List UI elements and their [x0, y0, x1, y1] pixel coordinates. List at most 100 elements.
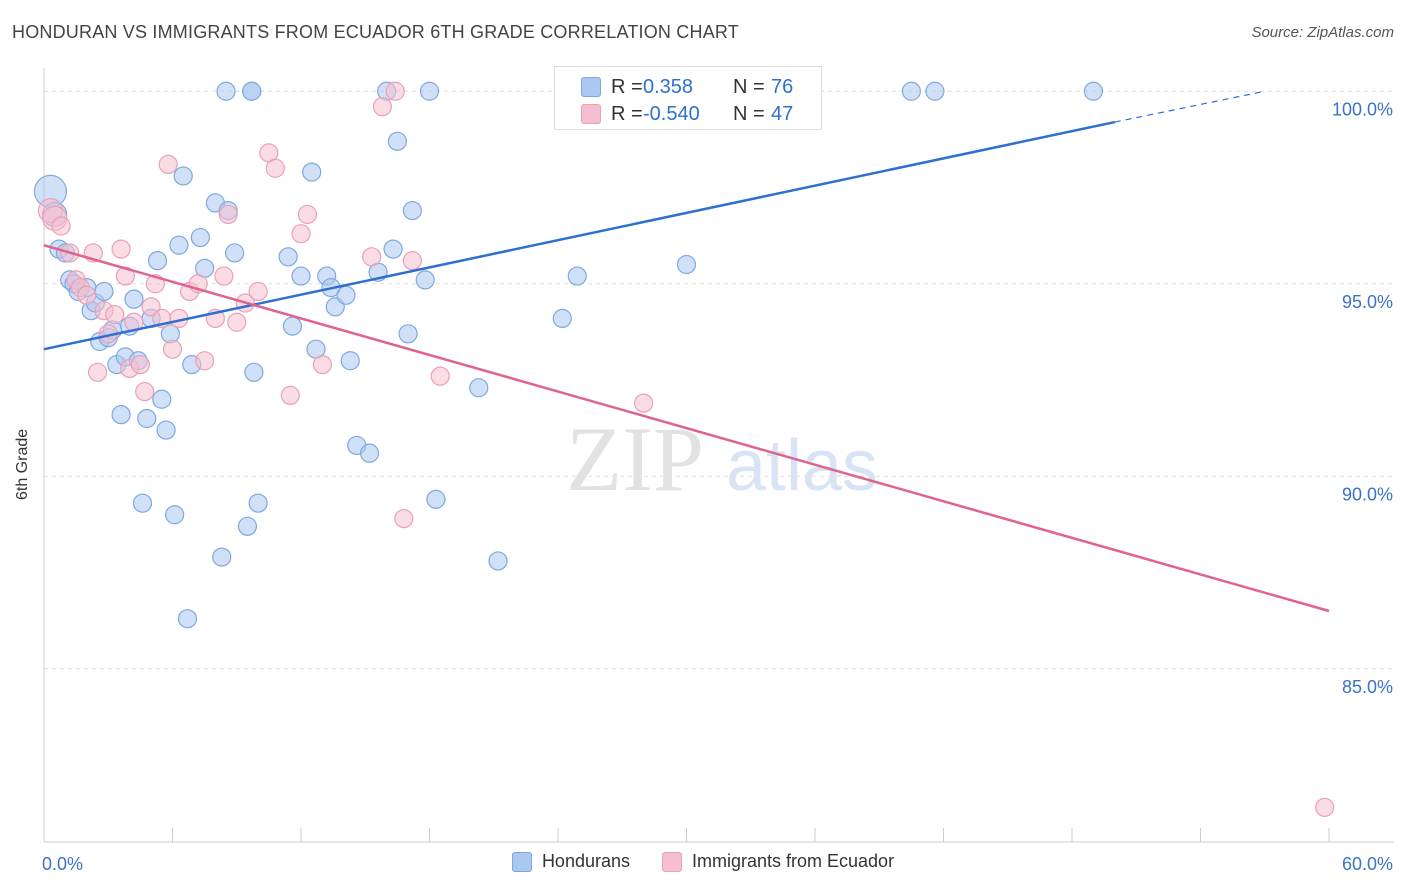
hondurans-trend-extension — [1114, 90, 1265, 123]
y-axis-label-wrap: 6th Grade — [14, 429, 44, 500]
honduran-point — [225, 243, 245, 263]
x-tick-label-min: 0.0% — [42, 854, 83, 874]
ecuador-point — [291, 224, 311, 244]
honduran-point — [552, 308, 572, 328]
legend-item-hondurans[interactable]: Hondurans — [511, 851, 630, 872]
ecuador-point — [297, 204, 318, 225]
honduran-point — [216, 81, 236, 101]
y-tick-label: 90.0% — [1342, 484, 1393, 504]
ecuador-point — [130, 355, 150, 375]
honduran-point — [173, 166, 193, 186]
honduran-point — [244, 362, 264, 382]
ecuador-point — [158, 154, 178, 174]
pink-swatch — [662, 851, 682, 872]
legend-item-ecuador[interactable]: Immigrants from Ecuador — [662, 851, 894, 872]
ecuador-point — [385, 81, 405, 101]
honduran-point — [169, 235, 189, 255]
honduran-point — [94, 281, 114, 302]
watermark-zip: ZIP — [566, 408, 704, 510]
ecuador-point — [111, 239, 131, 259]
ecuador-point — [51, 216, 71, 236]
ecuador-point — [87, 362, 108, 382]
honduran-point — [291, 266, 311, 286]
honduran-point — [237, 516, 258, 536]
honduran-point — [398, 324, 418, 344]
watermark: ZIP atlas — [566, 408, 878, 510]
ecuador-point — [372, 97, 392, 117]
blue-swatch — [581, 77, 601, 97]
honduran-point — [925, 81, 945, 101]
y-tick-label: 100.0% — [1332, 99, 1393, 119]
ecuador-point — [105, 304, 125, 325]
honduran-point — [165, 505, 185, 525]
ecuador-point — [1315, 797, 1335, 817]
honduran-point — [402, 201, 422, 221]
honduran-point — [278, 247, 298, 267]
ecuador-point — [402, 251, 422, 271]
r-value: 0.358 — [643, 75, 694, 98]
honduran-point — [190, 227, 210, 248]
ecuador-point — [634, 393, 654, 413]
r-label: R = — [611, 75, 643, 98]
trend-lines — [43, 90, 1330, 613]
n-value: 47 — [771, 102, 794, 125]
honduran-point — [152, 389, 172, 409]
honduran-point — [248, 493, 268, 513]
honduran-point — [132, 493, 153, 513]
pink-swatch — [581, 104, 601, 124]
honduran-point — [426, 489, 446, 509]
watermark-atlas: atlas — [726, 426, 878, 506]
ecuador-point — [115, 266, 135, 286]
ecuador-point — [77, 285, 97, 305]
r-value: -0.540 — [643, 102, 700, 125]
honduran-point — [302, 162, 322, 182]
ecuador-trend-line — [43, 244, 1330, 613]
ecuador-point — [280, 385, 300, 405]
honduran-point — [359, 443, 380, 463]
ecuador-point — [218, 204, 238, 225]
honduran-point — [901, 81, 921, 101]
legend-row-hondurans: R = 0.358 N = 76 — [581, 74, 793, 100]
n-value: 76 — [771, 75, 794, 98]
ecuador-point — [394, 508, 414, 529]
legend-label-ecuador: Immigrants from Ecuador — [692, 851, 895, 871]
blue-swatch — [511, 851, 532, 872]
r-label: R = — [611, 102, 643, 125]
grid-lines — [44, 90, 1394, 670]
y-tick-label: 95.0% — [1342, 292, 1393, 312]
y-tick-label: 85.0% — [1342, 677, 1393, 697]
legend-row-ecuador: R = -0.540 N = 47 — [581, 101, 793, 127]
ecuador-point — [195, 351, 215, 371]
hondurans-trend-line — [43, 120, 1116, 351]
ecuador-point — [248, 281, 268, 302]
ecuador-point — [227, 312, 247, 332]
honduran-point — [212, 547, 232, 567]
honduran-point — [124, 289, 144, 309]
honduran-point — [469, 378, 489, 398]
honduran-point — [383, 239, 403, 259]
ecuador-point — [162, 339, 183, 359]
honduran-point — [1083, 81, 1104, 101]
hondurans-points — [33, 81, 1104, 629]
axes — [43, 68, 1394, 843]
honduran-point — [415, 270, 435, 290]
n-label: N = — [733, 75, 765, 98]
tick-labels: 85.0% 90.0% 95.0% 100.0% 0.0% 60.0% — [42, 99, 1393, 874]
honduran-point — [676, 254, 697, 275]
honduran-point — [340, 351, 360, 371]
legend-label-hondurans: Hondurans — [541, 851, 630, 871]
ecuador-points — [37, 81, 1335, 817]
ecuador-point — [135, 381, 155, 402]
x-tick-label-max: 60.0% — [1342, 854, 1393, 874]
honduran-point — [419, 81, 440, 101]
n-label: N = — [733, 102, 765, 125]
ecuador-point — [265, 158, 285, 178]
source-label: Source: ZipAtlas.com — [1251, 24, 1394, 41]
honduran-point — [177, 609, 198, 629]
y-axis-label: 6th Grade — [14, 428, 31, 500]
chart-title: HONDURAN VS IMMIGRANTS FROM ECUADOR 6TH … — [12, 22, 739, 42]
honduran-point — [156, 420, 176, 440]
honduran-point — [387, 131, 407, 151]
ecuador-point — [362, 247, 382, 267]
